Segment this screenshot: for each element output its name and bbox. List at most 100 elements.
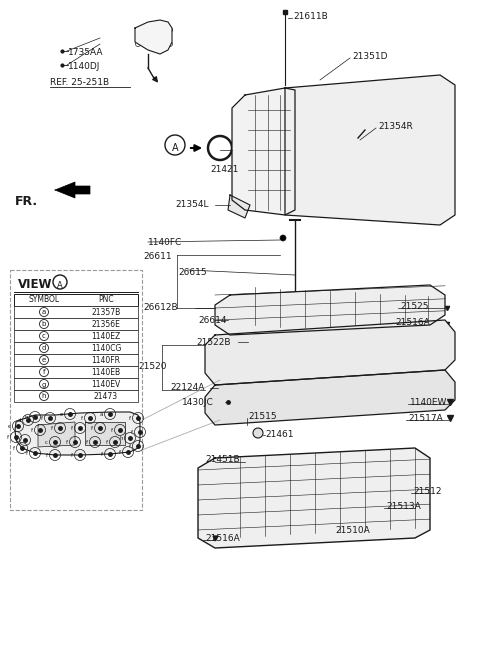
Circle shape bbox=[39, 344, 48, 352]
Circle shape bbox=[260, 372, 270, 382]
Text: f: f bbox=[106, 440, 108, 445]
Text: 21513A: 21513A bbox=[386, 502, 421, 511]
Text: 21522B: 21522B bbox=[196, 338, 230, 347]
Text: e: e bbox=[42, 358, 46, 363]
Circle shape bbox=[295, 344, 305, 354]
Text: 21525: 21525 bbox=[400, 302, 429, 311]
Circle shape bbox=[255, 145, 275, 165]
Text: 21512: 21512 bbox=[413, 487, 442, 496]
Polygon shape bbox=[198, 448, 430, 548]
Text: 21356E: 21356E bbox=[92, 320, 120, 329]
Circle shape bbox=[227, 317, 233, 323]
Polygon shape bbox=[55, 182, 90, 198]
Circle shape bbox=[430, 361, 440, 371]
Text: 21461: 21461 bbox=[265, 430, 293, 439]
Circle shape bbox=[39, 392, 48, 401]
Text: h: h bbox=[42, 394, 46, 400]
Text: d: d bbox=[42, 346, 46, 352]
Text: FR.: FR. bbox=[15, 195, 38, 208]
Text: PNC: PNC bbox=[98, 295, 114, 304]
Text: f: f bbox=[7, 435, 9, 440]
Text: f: f bbox=[16, 438, 18, 443]
Text: g: g bbox=[42, 382, 46, 388]
Text: a: a bbox=[42, 310, 46, 316]
Text: 21421: 21421 bbox=[210, 165, 239, 174]
Text: f: f bbox=[31, 428, 33, 433]
Text: A: A bbox=[57, 281, 63, 289]
Text: 22124A: 22124A bbox=[170, 383, 204, 392]
Text: h: h bbox=[120, 436, 123, 441]
Text: 1140EW: 1140EW bbox=[410, 398, 447, 407]
Text: b: b bbox=[42, 321, 46, 327]
Circle shape bbox=[245, 410, 255, 420]
Text: 21515: 21515 bbox=[248, 412, 276, 421]
Bar bbox=[14, 390, 138, 402]
Circle shape bbox=[330, 342, 340, 352]
Polygon shape bbox=[232, 88, 295, 215]
Text: 21357B: 21357B bbox=[91, 308, 120, 317]
Circle shape bbox=[53, 275, 67, 289]
Circle shape bbox=[225, 349, 235, 359]
Bar bbox=[14, 366, 138, 378]
Circle shape bbox=[280, 235, 286, 241]
Text: 21351D: 21351D bbox=[352, 52, 387, 61]
Text: 1735AA: 1735AA bbox=[68, 48, 104, 57]
Polygon shape bbox=[205, 320, 455, 385]
Text: 21516A: 21516A bbox=[205, 534, 240, 543]
Circle shape bbox=[400, 363, 410, 373]
Text: 1140FR: 1140FR bbox=[92, 356, 120, 365]
Circle shape bbox=[208, 136, 232, 160]
Text: 1140EV: 1140EV bbox=[91, 380, 120, 389]
Text: f: f bbox=[119, 450, 121, 455]
Text: 21354R: 21354R bbox=[378, 122, 413, 131]
Text: f: f bbox=[129, 444, 131, 449]
Text: REF. 25-251B: REF. 25-251B bbox=[50, 78, 109, 87]
Polygon shape bbox=[215, 285, 445, 335]
Text: f: f bbox=[26, 451, 28, 456]
Text: f: f bbox=[41, 416, 43, 421]
Bar bbox=[14, 318, 138, 330]
Circle shape bbox=[380, 115, 440, 175]
Text: A: A bbox=[172, 143, 178, 153]
Circle shape bbox=[325, 115, 385, 175]
Text: 21611B: 21611B bbox=[293, 12, 328, 21]
Polygon shape bbox=[228, 195, 250, 218]
Polygon shape bbox=[205, 370, 455, 425]
Text: d: d bbox=[17, 418, 21, 423]
Text: 1140CG: 1140CG bbox=[91, 344, 121, 353]
Text: f: f bbox=[86, 440, 88, 445]
Text: 26614: 26614 bbox=[198, 316, 227, 325]
Circle shape bbox=[353, 137, 359, 143]
Polygon shape bbox=[15, 412, 140, 455]
Polygon shape bbox=[135, 20, 172, 54]
Bar bbox=[14, 378, 138, 390]
Text: b: b bbox=[24, 415, 28, 420]
Circle shape bbox=[39, 308, 48, 316]
Circle shape bbox=[39, 331, 48, 340]
Circle shape bbox=[135, 41, 141, 47]
Text: 1140EZ: 1140EZ bbox=[91, 332, 120, 341]
Text: f: f bbox=[71, 453, 73, 458]
Text: a: a bbox=[99, 412, 103, 417]
Text: f: f bbox=[129, 416, 131, 421]
Text: f: f bbox=[51, 426, 53, 431]
Circle shape bbox=[150, 31, 160, 41]
Circle shape bbox=[168, 28, 172, 33]
Circle shape bbox=[39, 380, 48, 388]
Circle shape bbox=[165, 135, 185, 155]
Text: f: f bbox=[131, 430, 133, 435]
Circle shape bbox=[260, 347, 270, 357]
Text: 21516A: 21516A bbox=[395, 318, 430, 327]
Text: f: f bbox=[43, 369, 45, 375]
Text: c: c bbox=[45, 440, 48, 445]
Bar bbox=[14, 354, 138, 366]
Text: f: f bbox=[91, 426, 93, 431]
Text: 1140FC: 1140FC bbox=[148, 238, 182, 247]
Circle shape bbox=[145, 26, 165, 46]
Text: 21517A: 21517A bbox=[408, 414, 443, 423]
Text: f: f bbox=[101, 452, 103, 457]
Text: c: c bbox=[42, 333, 46, 340]
Circle shape bbox=[39, 367, 48, 377]
Polygon shape bbox=[38, 422, 75, 447]
Text: VIEW: VIEW bbox=[18, 278, 52, 291]
